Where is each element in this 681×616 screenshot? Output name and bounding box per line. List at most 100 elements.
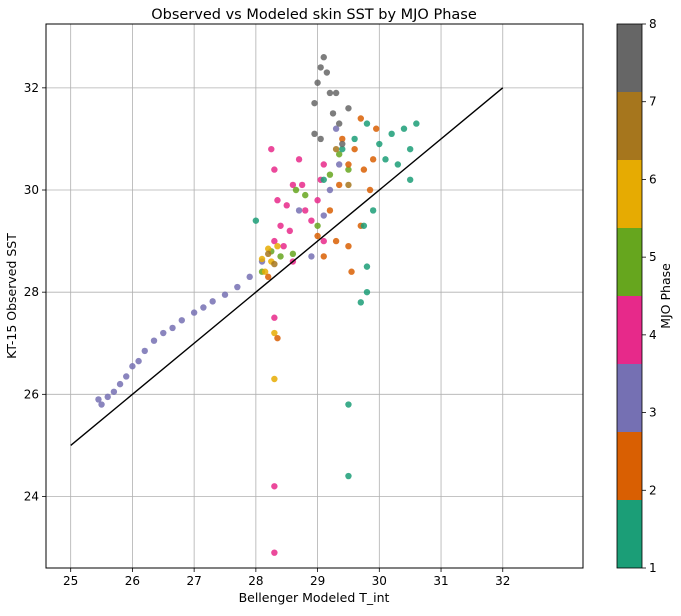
phase-5-point — [292, 186, 300, 194]
colorbar-segment-phase-2 — [617, 432, 642, 500]
phase-1-point — [388, 130, 395, 138]
phase-3-point — [169, 324, 176, 332]
y-axis-ticks: 24 26 28 30 32 — [24, 81, 46, 503]
phase-2-point — [373, 125, 380, 132]
phase-3-point — [98, 401, 105, 408]
chart-title: Observed vs Modeled skin SST by MJO Phas… — [151, 7, 477, 23]
phase-1-point — [382, 156, 389, 163]
colorbar-label: MJO Phase — [658, 263, 673, 329]
phase-1-point — [400, 125, 408, 132]
phase-7-point — [332, 145, 340, 153]
phase-8-point — [311, 130, 318, 138]
colorbar-tick-label: 1 — [649, 561, 657, 575]
colorbar-tick-label: 2 — [649, 483, 657, 497]
phase-1-point — [376, 140, 383, 148]
phase-8-point — [326, 89, 334, 97]
phase-3-point — [234, 283, 241, 291]
phase-8-point — [339, 140, 346, 148]
plot-frame — [45, 23, 584, 569]
phase-3-point — [295, 207, 303, 214]
colorbar-segment-phase-6 — [617, 160, 642, 228]
phase-4-point — [271, 549, 278, 556]
phase-1-point — [351, 135, 358, 143]
reference-line — [70, 87, 504, 446]
phase-4-point — [268, 145, 275, 153]
phase-4-point — [314, 197, 321, 204]
colorbar-tick-label: 7 — [649, 95, 657, 109]
phase-5-point — [289, 250, 297, 258]
colorbar-segment-phase-1 — [617, 500, 642, 568]
x-tick-label: 29 — [310, 574, 325, 588]
phase-4-point — [320, 237, 327, 245]
phase-3-point — [326, 186, 334, 194]
colorbar-tick-label: 3 — [649, 406, 657, 420]
phase-4-point — [274, 197, 281, 204]
phase-3-point — [221, 291, 229, 298]
phase-1-point — [413, 120, 420, 127]
x-tick-label: 26 — [125, 574, 140, 588]
phase-1-point — [320, 176, 327, 183]
phase-4-point — [271, 483, 278, 490]
y-tick-label: 28 — [24, 285, 39, 299]
phase-2-point — [345, 242, 352, 250]
phase-3-point — [308, 253, 315, 260]
phase-2-point — [369, 156, 377, 163]
phase-1-point — [369, 207, 377, 214]
phase-3-point — [320, 212, 327, 219]
phase-4-point — [295, 156, 303, 163]
phase-4-point — [308, 217, 315, 224]
phase-3-point — [178, 317, 185, 324]
phase-8-point — [320, 54, 327, 61]
phase-8-point — [332, 89, 340, 97]
phase-4-point — [280, 242, 287, 250]
phase-5-point — [326, 171, 334, 178]
colorbar-segment-phase-8 — [617, 24, 642, 92]
phase-2-point — [314, 232, 321, 240]
phase-3-point — [129, 363, 136, 370]
x-tick-label: 28 — [248, 574, 263, 588]
phase-2-point — [320, 253, 327, 260]
phase-6-point — [261, 268, 269, 275]
phase-8-point — [317, 135, 324, 143]
phase-3-point — [110, 388, 118, 395]
phase-2-point — [360, 166, 368, 173]
phase-3-point — [141, 347, 148, 355]
phase-4-point — [283, 202, 290, 209]
phase-7-point — [271, 260, 278, 268]
phase-3-point — [190, 309, 198, 316]
phase-8-point — [311, 99, 318, 107]
phase-2-point — [348, 268, 355, 275]
phase-1-point — [363, 120, 371, 127]
data-points — [95, 54, 420, 556]
colorbar-segment-phase-7 — [617, 92, 642, 160]
colorbar: 1 2 3 4 5 6 7 8 — [616, 17, 657, 575]
phase-3-point — [150, 337, 158, 344]
phase-1-point — [339, 145, 346, 153]
phase-3-point — [209, 298, 216, 305]
phase-7-point — [265, 250, 272, 258]
phase-4-point — [277, 222, 284, 229]
colorbar-tick-label: 8 — [649, 17, 657, 31]
phase-3-point — [116, 380, 124, 388]
phase-1-point — [394, 161, 402, 168]
phase-4-point — [320, 161, 327, 168]
x-tick-label: 27 — [186, 574, 201, 588]
phase-7-point — [345, 181, 352, 189]
phase-5-point — [335, 151, 343, 158]
x-tick-label: 31 — [433, 574, 448, 588]
phase-8-point — [335, 120, 343, 127]
phase-2-point — [366, 186, 374, 194]
colorbar-tick-label: 4 — [649, 328, 657, 342]
phase-3-point — [332, 125, 340, 132]
grid — [46, 24, 583, 568]
phase-1-point — [360, 222, 368, 229]
phase-2-point — [265, 273, 272, 281]
x-tick-label: 32 — [495, 574, 510, 588]
phase-1-point — [406, 145, 414, 153]
phase-6-point — [271, 329, 278, 337]
x-axis-label: Bellenger Modeled T_int — [239, 590, 390, 605]
phase-3-point — [95, 396, 102, 403]
phase-6-point — [258, 255, 266, 263]
phase-1-point — [363, 263, 371, 270]
